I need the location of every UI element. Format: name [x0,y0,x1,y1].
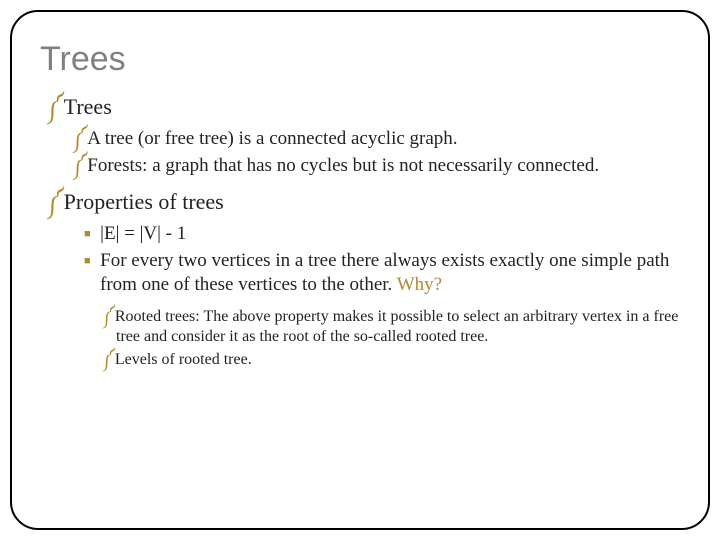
levels-text: Levels of rooted tree. [115,351,252,368]
property-path-text: For every two vertices in a tree there a… [100,250,669,295]
section-trees-heading: ༼Trees [46,93,680,121]
swirl-icon: ༼ [46,94,64,119]
rooted-trees-text: Rooted trees: The above property makes i… [115,308,679,345]
swirl-icon: ༼ [46,189,64,214]
section-properties-text: Properties of trees [64,189,224,214]
forests-def-text: Forests: a graph that has no cycles but … [87,155,599,176]
section-trees-text: Trees [64,94,112,119]
property-edges-item: ■ |E| = |V| - 1 [84,222,680,246]
section-properties-heading: ༼Properties of trees [46,188,680,216]
trees-def-text: A tree (or free tree) is a connected acy… [87,128,457,149]
swirl-icon: ༼ [72,155,87,176]
swirl-icon: ༼ [102,351,115,368]
slide-frame: Trees ༼Trees ༼A tree (or free tree) is a… [10,10,710,530]
slide-title: Trees [40,40,680,79]
swirl-icon: ༼ [72,128,87,149]
square-icon: ■ [84,228,91,240]
rooted-trees-item: ༼Rooted trees: The above property makes … [102,307,680,347]
property-path-item: ■ For every two vertices in a tree there… [84,249,680,297]
swirl-icon: ༼ [102,308,115,325]
forests-def-item: ༼Forests: a graph that has no cycles but… [72,154,680,178]
property-edges-text: |E| = |V| - 1 [100,223,186,244]
square-icon: ■ [84,255,91,267]
trees-def-item: ༼A tree (or free tree) is a connected ac… [72,127,680,151]
why-text: Why? [397,274,442,295]
levels-item: ༼Levels of rooted tree. [102,350,680,370]
